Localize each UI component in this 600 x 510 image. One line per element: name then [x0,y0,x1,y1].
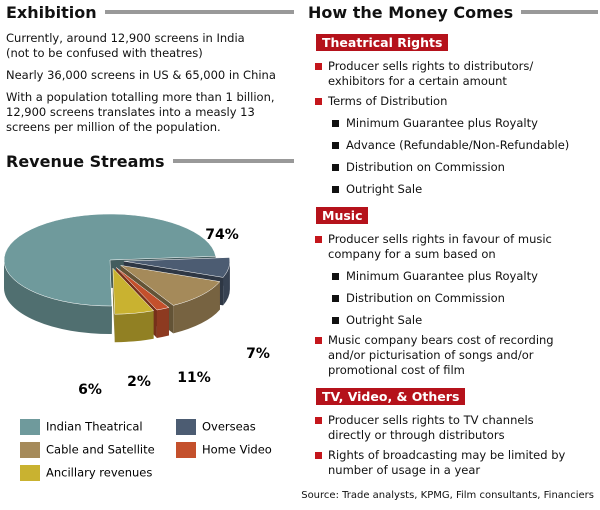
sub-bullet: Distribution on Commission [308,291,598,306]
sub-bullet: Outright Sale [308,313,598,328]
value-label: 2% [127,374,151,390]
text-line: Producer sells rights in favour of music [328,232,552,246]
slice-wall [156,307,169,338]
text-line: and/or picturisation of songs and/or [328,348,534,362]
slice-side [112,268,115,343]
text-line: 12,900 screens translates into a measly … [6,105,255,119]
rule [172,159,294,163]
legend-swatch [20,442,40,458]
text-line: directly or through distributors [328,428,505,442]
left-column: Exhibition Currently, around 12,900 scre… [6,0,294,173]
sections: Theatrical Rights Producer sells rights t… [308,24,598,478]
text-line: company for a sum based on [328,247,496,261]
bullet-item: Music company bears cost of recording and… [308,333,598,378]
rule [521,10,598,14]
value-label: 74% [205,227,239,243]
paragraph: Currently, around 12,900 screens in Indi… [6,31,294,61]
source: Source: Trade analysts, KPMG, Film consu… [301,490,594,501]
slice-wall [114,310,154,343]
section-title: Exhibition [6,2,97,22]
section-header: Revenue Streams [6,149,294,173]
text-line: screens per million of the population. [6,120,221,134]
bullet-item: Terms of Distribution [308,94,598,109]
sub-bullet: Advance (Refundable/Non-Refundable) [308,138,598,153]
text-line: With a population totalling more than 1 … [6,90,275,104]
paragraphs: Currently, around 12,900 screens in Indi… [6,31,294,135]
text-line: Terms of Distribution [328,94,448,108]
value-label: 7% [246,346,270,362]
sub-bullet: Outright Sale [308,182,598,197]
pie-slice [116,267,170,311]
text-line: Producer sells rights to distributors/ [328,59,534,73]
pie-slice [3,213,217,307]
paragraph: With a population totalling more than 1 … [6,90,294,135]
legend-label: Overseas [202,420,256,434]
legend-swatch [176,419,196,435]
legend-label: Home Video [202,443,272,457]
bullet-item: Producer sells rights to distributors/ex… [308,59,598,89]
pie-chart: 74% 7% 11% 2% 6% Indian Theatrical Overseas Cab… [3,213,272,481]
slice-wall [3,260,112,335]
text-line: Rights of broadcasting may be limited by [328,448,566,462]
section-title: How the Money Comes [308,2,514,22]
legend-swatch [176,442,196,458]
legend-label: Indian Theatrical [46,420,143,434]
pie-slice [120,265,221,306]
sub-bullet: Minimum Guarantee plus Royalty [308,116,598,131]
bullet-item: Rights of broadcasting may be limited by… [308,448,598,478]
pie-slice [112,267,155,315]
section-heading: TV, Video, & Others [316,388,466,405]
pie-slice [123,257,231,278]
legend-swatch [20,419,40,435]
bullet-item: Producer sells rights to TV channels dire… [308,413,598,443]
chart-title: Revenue Streams [6,151,165,171]
legend-label: Ancillary revenues [46,466,152,480]
section-heading: Theatrical Rights [316,34,449,51]
text-line: exhibitors for a certain amount [328,74,507,88]
paragraph: Nearly 36,000 screens in US & 65,000 in … [6,68,294,83]
sub-bullet: Minimum Guarantee plus Royalty [308,269,598,284]
bullet-item: Producer sells rights in favour of music… [308,232,598,262]
section-header: Exhibition [6,0,294,24]
right-column: How the Money Comes Theatrical Rights Pro… [308,0,598,478]
legend-label: Cable and Satellite [46,443,155,457]
text-line: (not to be confused with theatres) [6,46,203,60]
text-line: Currently, around 12,900 screens in Indi… [6,31,245,45]
legend-swatch [20,465,40,481]
text-line: number of usage in a year [328,463,481,477]
value-label: 11% [177,370,211,386]
text-line: Music company bears cost of recording [328,333,554,347]
section-header: How the Money Comes [308,0,598,24]
sub-bullet: Distribution on Commission [308,160,598,175]
text-line: promotional cost of film [328,363,465,377]
rule [104,10,294,14]
text-line: Producer sells rights to TV channels [328,413,534,427]
slice-wall [223,261,230,306]
text-line: Nearly 36,000 screens in US & 65,000 in … [6,68,276,82]
slice-wall [173,281,220,334]
value-label: 6% [78,382,102,398]
section-heading: Music [316,207,369,224]
